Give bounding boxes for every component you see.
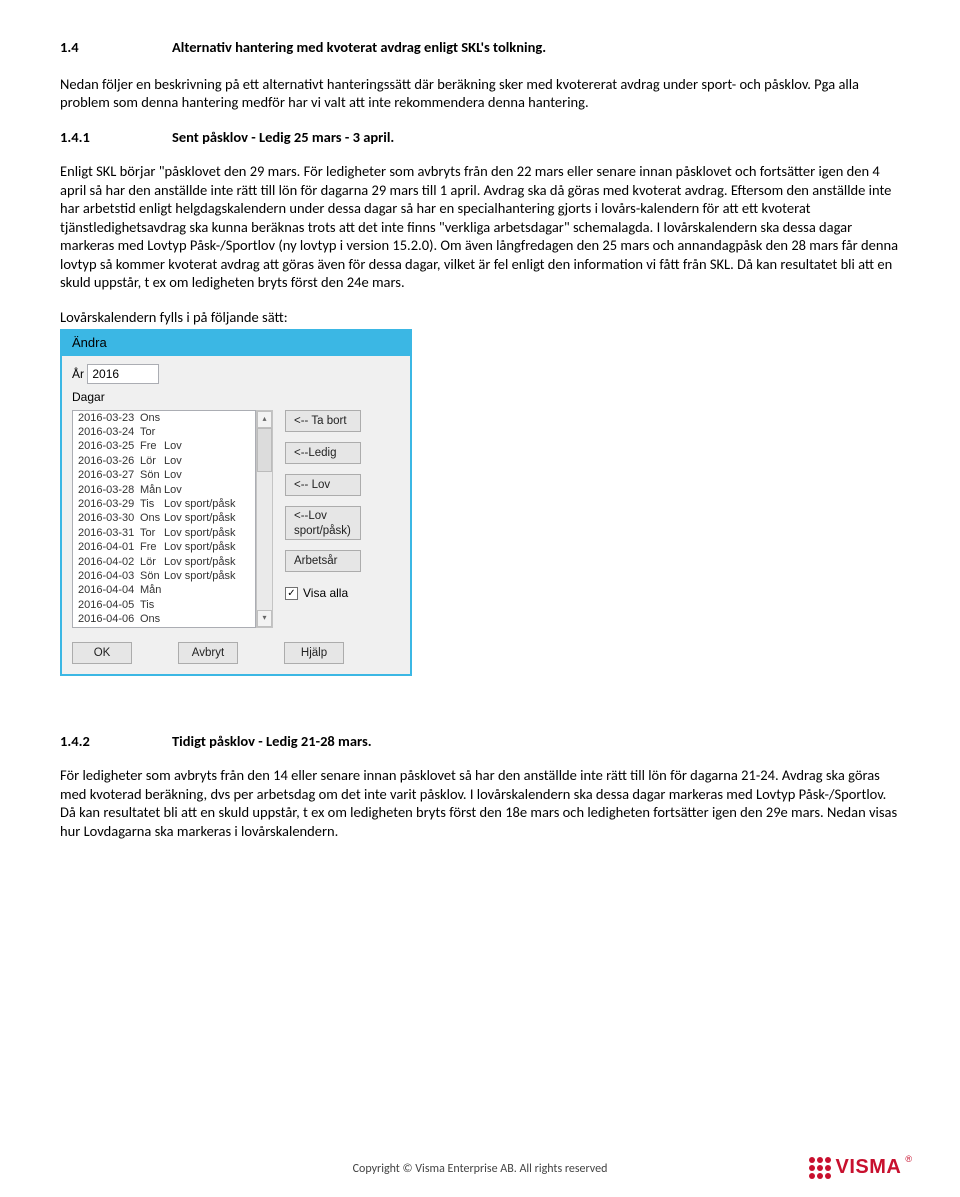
section-1-4-2-heading: 1.4.2 Tidigt påsklov - Ledig 21-28 mars. xyxy=(60,732,900,751)
days-label: Dagar xyxy=(72,390,400,405)
remove-button[interactable]: <-- Ta bort xyxy=(285,410,361,432)
calendar-dialog: Ändra År Dagar 2016-03-23Ons2016-03-24To… xyxy=(60,329,412,676)
visma-logo: VISMA ® xyxy=(809,1155,912,1181)
section-1-4-title: Alternativ hantering med kvoterat avdrag… xyxy=(172,38,546,57)
list-item[interactable]: 2016-04-04Mån xyxy=(73,583,255,597)
para-intro: Nedan följer en beskrivning på ett alter… xyxy=(60,75,900,112)
list-scrollbar[interactable]: ▴ ▾ xyxy=(256,410,273,628)
list-item[interactable]: 2016-03-28MånLov xyxy=(73,483,255,497)
list-item[interactable]: 2016-04-07Tor xyxy=(73,627,255,628)
section-1-4-1-number: 1.4.1 xyxy=(60,128,172,147)
list-item[interactable]: 2016-03-29TisLov sport/påsk xyxy=(73,497,255,511)
hjalp-button[interactable]: Hjälp xyxy=(284,642,344,664)
list-item[interactable]: 2016-03-24Tor xyxy=(73,425,255,439)
dialog-title: Ändra xyxy=(62,331,410,357)
visa-alla-label: Visa alla xyxy=(303,586,348,601)
list-item[interactable]: 2016-03-23Ons xyxy=(73,411,255,425)
list-item[interactable]: 2016-04-02LörLov sport/påsk xyxy=(73,555,255,569)
section-1-4-2-title: Tidigt påsklov - Ledig 21-28 mars. xyxy=(172,732,372,751)
scroll-down-icon[interactable]: ▾ xyxy=(257,610,272,627)
visa-alla-checkbox[interactable]: ✓ Visa alla xyxy=(285,586,361,601)
section-1-4-1-heading: 1.4.1 Sent påsklov - Ledig 25 mars - 3 a… xyxy=(60,128,900,147)
list-item[interactable]: 2016-04-03SönLov sport/påsk xyxy=(73,569,255,583)
checkbox-icon: ✓ xyxy=(285,587,298,600)
ok-button[interactable]: OK xyxy=(72,642,132,664)
list-item[interactable]: 2016-03-25FreLov xyxy=(73,439,255,453)
para-142-body: För ledigheter som avbryts från den 14 e… xyxy=(60,766,900,840)
section-1-4-heading: 1.4 Alternativ hantering med kvoterat av… xyxy=(60,38,900,57)
list-item[interactable]: 2016-04-05Tis xyxy=(73,598,255,612)
days-list[interactable]: 2016-03-23Ons2016-03-24Tor2016-03-25FreL… xyxy=(72,410,256,628)
arbetsar-button[interactable]: Arbetsår xyxy=(285,550,361,572)
section-1-4-2-number: 1.4.2 xyxy=(60,732,172,751)
ledig-button[interactable]: <--Ledig xyxy=(285,442,361,464)
lov-sport-pask-button[interactable]: <--Lovsport/påsk) xyxy=(285,506,361,540)
lov-button[interactable]: <-- Lov xyxy=(285,474,361,496)
list-item[interactable]: 2016-03-31TorLov sport/påsk xyxy=(73,526,255,540)
list-item[interactable]: 2016-03-26LörLov xyxy=(73,454,255,468)
list-item[interactable]: 2016-04-01FreLov sport/påsk xyxy=(73,540,255,554)
list-item[interactable]: 2016-04-06Ons xyxy=(73,612,255,626)
scroll-up-icon[interactable]: ▴ xyxy=(257,411,272,428)
list-item[interactable]: 2016-03-27SönLov xyxy=(73,468,255,482)
para-calendar-intro: Lovårskalendern fylls i på följande sätt… xyxy=(60,308,900,327)
logo-text: VISMA xyxy=(836,1155,902,1181)
registered-icon: ® xyxy=(905,1154,912,1166)
section-1-4-number: 1.4 xyxy=(60,38,172,57)
avbryt-button[interactable]: Avbryt xyxy=(178,642,238,664)
logo-dots-icon xyxy=(809,1157,831,1179)
section-1-4-1-title: Sent påsklov - Ledig 25 mars - 3 april. xyxy=(172,128,394,147)
year-label: År xyxy=(72,367,84,381)
year-input[interactable] xyxy=(87,364,159,384)
para-141-body: Enligt SKL börjar "påsklovet den 29 mars… xyxy=(60,162,900,292)
list-item[interactable]: 2016-03-30OnsLov sport/påsk xyxy=(73,511,255,525)
scroll-thumb[interactable] xyxy=(257,428,272,472)
